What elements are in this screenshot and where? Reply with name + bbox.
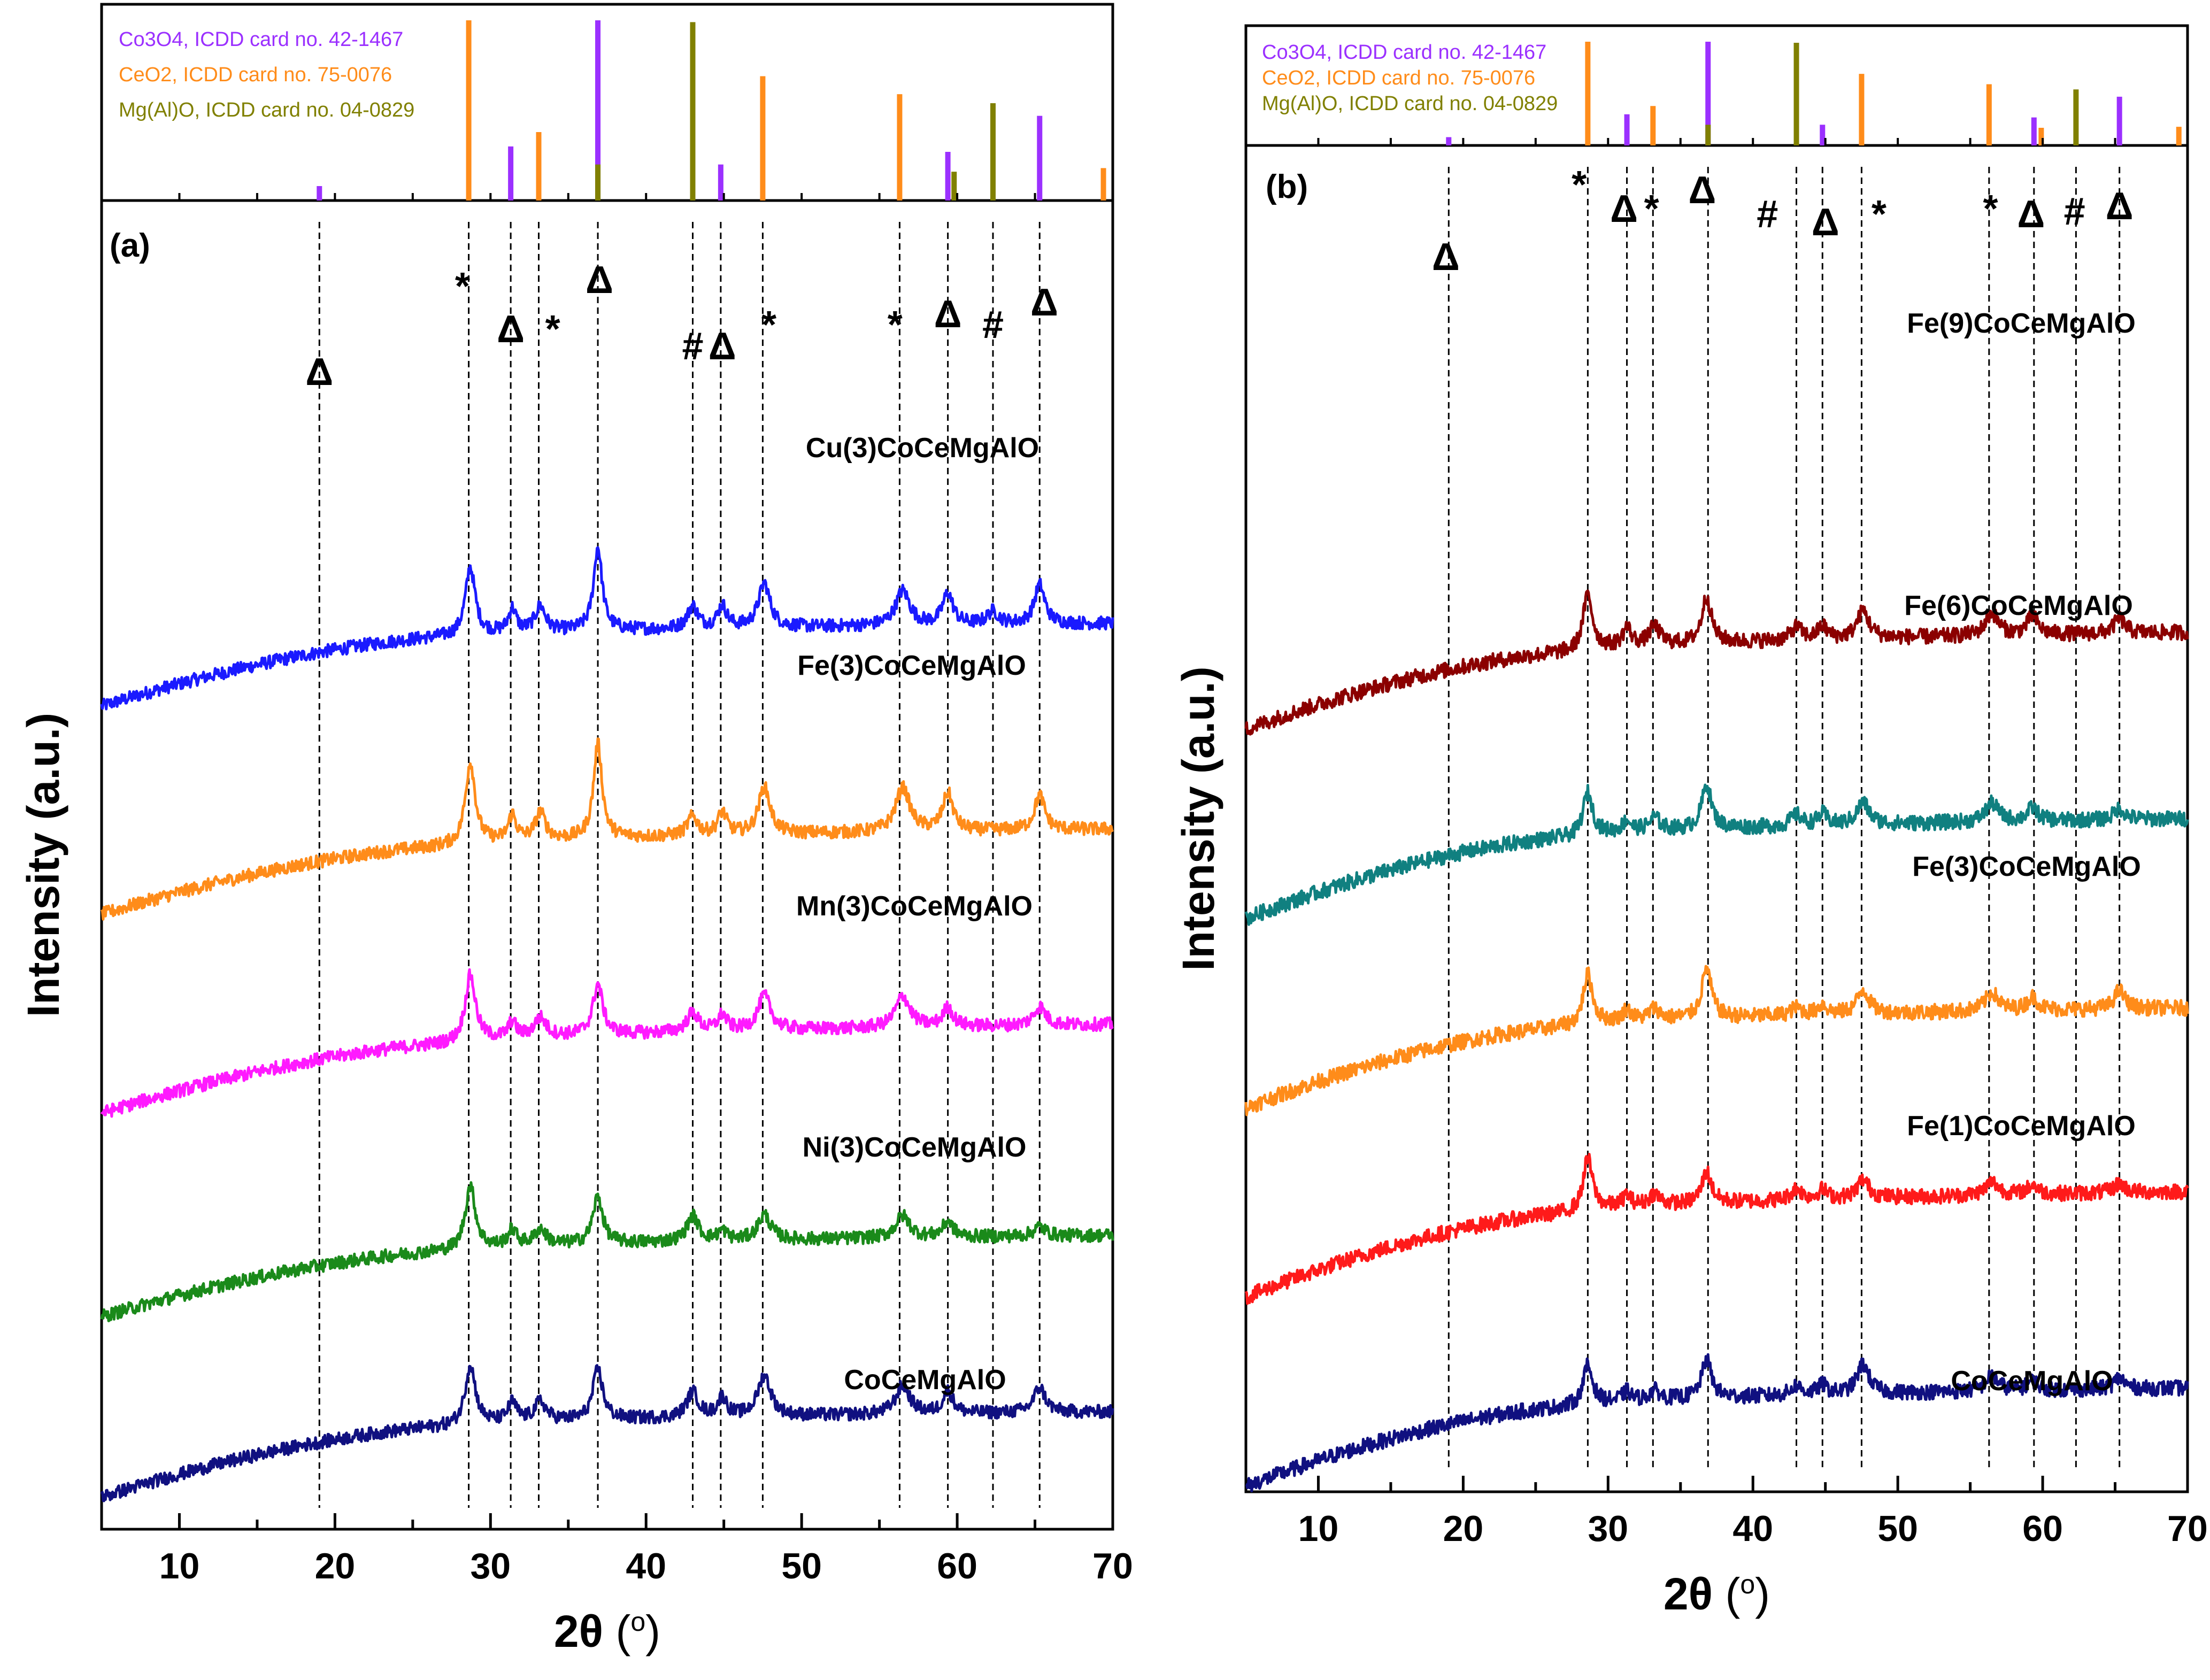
peak-marker: Δ <box>1689 169 1716 212</box>
reference-legend-2: Mg(Al)O, ICDD card no. 04-0829 <box>119 99 414 121</box>
y-axis-title: Intensity (a.u.) <box>1173 666 1223 970</box>
x-tick-label: 50 <box>781 1546 822 1586</box>
peak-marker: Δ <box>2106 185 2134 228</box>
x-axis-title-main: 2θ <box>554 1606 603 1656</box>
x-tick-label: 50 <box>1877 1508 1918 1549</box>
x-axis-title-paren: ( <box>603 1606 630 1656</box>
x-axis-title-close: ) <box>1755 1569 1770 1619</box>
x-tick-label: 60 <box>937 1546 977 1586</box>
peak-marker: # <box>682 325 703 368</box>
peak-marker: * <box>1983 188 1998 230</box>
x-axis-title: 2θ (o) <box>554 1606 660 1656</box>
peak-marker: # <box>982 304 1004 346</box>
peak-marker: Δ <box>2018 193 2045 236</box>
y-axis-title: Intensity (a.u.) <box>18 713 68 1017</box>
peak-marker: * <box>455 265 470 308</box>
reference-legend-1: CeO2, ICDD card no. 75-0076 <box>1262 67 1535 89</box>
peak-marker: * <box>545 308 560 351</box>
peak-marker: Δ <box>1610 188 1638 230</box>
series-label: Mn(3)CoCeMgAlO <box>796 891 1033 922</box>
x-tick-label: 60 <box>2022 1508 2063 1549</box>
plot-frame <box>100 199 1114 1531</box>
x-tick-label: 70 <box>1092 1546 1133 1586</box>
series-label: Ni(3)CoCeMgAlO <box>803 1132 1027 1163</box>
x-axis-title-unit: o <box>1740 1569 1755 1599</box>
reference-legend-2: Mg(Al)O, ICDD card no. 04-0829 <box>1262 93 1558 115</box>
xrd-trace-fe9cocemgalo <box>1244 589 2189 736</box>
peak-marker: * <box>1872 193 1886 236</box>
x-tick-label: 10 <box>159 1546 200 1586</box>
x-tick-label: 20 <box>315 1546 356 1586</box>
peak-marker: Δ <box>305 351 333 394</box>
peak-marker: Δ <box>1812 201 1839 244</box>
peak-marker: * <box>761 304 776 346</box>
peak-marker: * <box>888 304 903 346</box>
xrd-trace-fe3cocemgalo <box>1244 965 2189 1116</box>
series-label: Cu(3)CoCeMgAlO <box>806 433 1039 464</box>
x-tick-label: 10 <box>1298 1508 1339 1549</box>
x-axis-title-paren: ( <box>1713 1569 1740 1619</box>
peak-marker: * <box>1572 164 1587 206</box>
x-axis-title: 2θ (o) <box>1664 1569 1770 1619</box>
reference-legend-1: CeO2, ICDD card no. 75-0076 <box>119 64 392 86</box>
x-tick-label: 40 <box>626 1546 666 1586</box>
panel-b: Co3O4, ICDD card no. 42-1467 CeO2, ICDD c… <box>1173 24 2208 1619</box>
peak-marker: Δ <box>497 308 525 351</box>
peak-marker: # <box>2064 190 2085 233</box>
series-label: Fe(3)CoCeMgAlO <box>1912 851 2141 882</box>
xrd-trace-mn3cocemgalo <box>100 968 1114 1118</box>
series-label: Fe(1)CoCeMgAlO <box>1907 1111 2136 1142</box>
series-label: Fe(9)CoCeMgAlO <box>1907 308 2136 339</box>
reference-legend-0: Co3O4, ICDD card no. 42-1467 <box>1262 41 1546 64</box>
peak-marker: # <box>1757 193 1778 236</box>
plot-frame <box>1244 144 2189 1493</box>
reference-legend-0: Co3O4, ICDD card no. 42-1467 <box>119 28 403 51</box>
peak-marker: Δ <box>1030 281 1058 324</box>
panel-tag: (b) <box>1266 168 1308 205</box>
series-label: CoCeMgAlO <box>1951 1366 2113 1397</box>
series-label: CoCeMgAlO <box>844 1365 1006 1396</box>
panel-a: Co3O4, ICDD card no. 42-1467 CeO2, ICDD c… <box>18 3 1133 1656</box>
peak-marker: Δ <box>709 325 736 368</box>
x-tick-label: 30 <box>1588 1508 1628 1549</box>
x-tick-label: 20 <box>1443 1508 1484 1549</box>
xrd-trace-ni3cocemgalo <box>100 1181 1114 1322</box>
series-label: Fe(3)CoCeMgAlO <box>797 650 1026 681</box>
xrd-trace-fe6cocemgalo <box>1244 783 2189 926</box>
x-axis-title-main: 2θ <box>1664 1569 1713 1619</box>
x-tick-label: 30 <box>470 1546 511 1586</box>
peak-marker: * <box>1644 188 1659 230</box>
peak-marker: Δ <box>1432 236 1460 279</box>
x-tick-label: 70 <box>2167 1508 2208 1549</box>
peak-marker: Δ <box>934 293 962 336</box>
xrd-trace-fe1cocemgalo <box>1244 1153 2189 1305</box>
xrd-trace-fe3cocemgalo <box>100 737 1114 921</box>
series-label: Fe(6)CoCeMgAlO <box>1904 590 2133 621</box>
xrd-trace-cocemgalo <box>1245 1353 2189 1492</box>
xrd-trace-cocemgalo <box>100 1364 1114 1502</box>
x-axis-title-close: ) <box>645 1606 660 1656</box>
xrd-trace-cu3cocemgalo <box>100 546 1114 711</box>
x-axis-title-unit: o <box>630 1607 645 1637</box>
x-tick-label: 40 <box>1732 1508 1773 1549</box>
peak-marker: Δ <box>586 259 613 302</box>
panel-tag: (a) <box>110 227 150 264</box>
